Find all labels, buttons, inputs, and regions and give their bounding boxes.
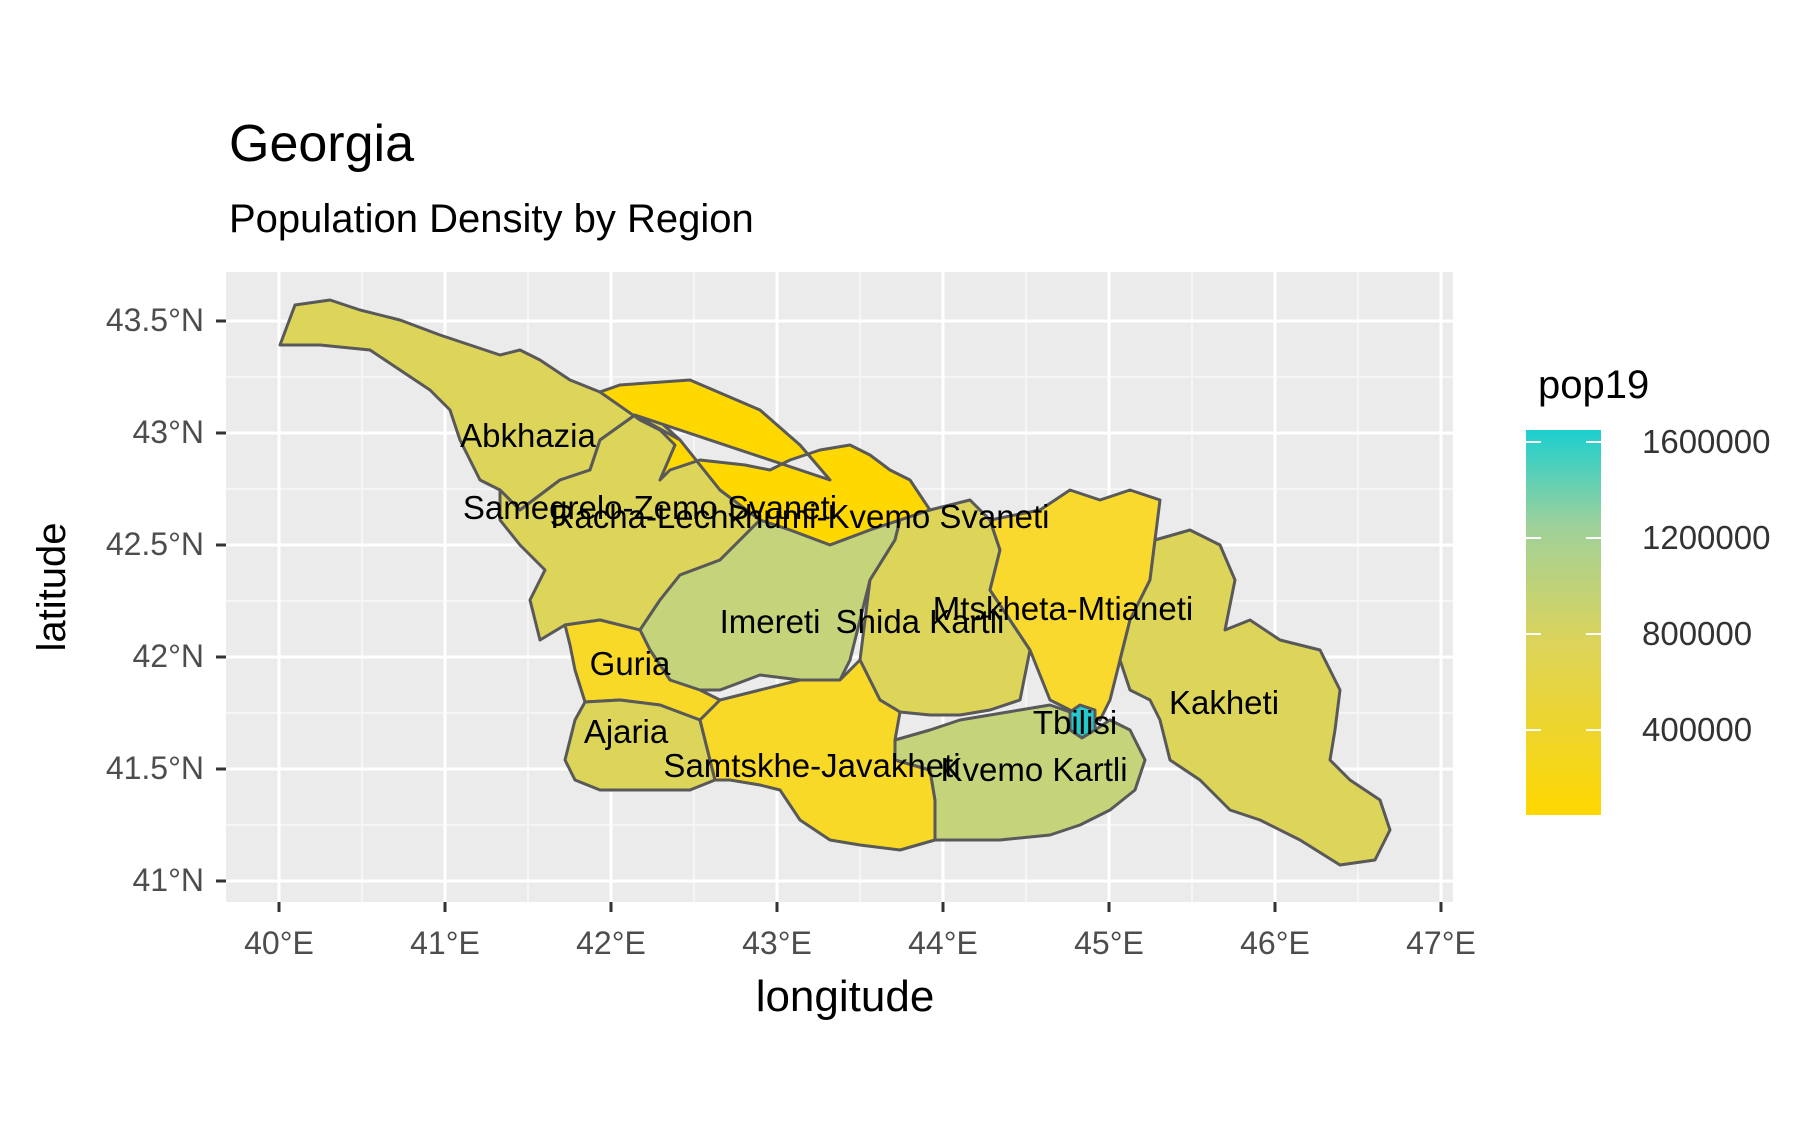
legend-label: 400000	[1642, 711, 1753, 748]
region-label-abkhazia: Abkhazia	[460, 417, 596, 454]
region-label-ajaria: Ajaria	[583, 713, 669, 750]
legend-title: pop19	[1538, 363, 1650, 407]
x-tick-label: 44°E	[908, 925, 978, 961]
legend-colorbar	[1526, 430, 1601, 815]
region-label-tbilisi: Tbilisi	[1032, 704, 1118, 741]
x-tick-label: 46°E	[1240, 925, 1310, 961]
region-shida-kartli[interactable]	[858, 498, 1032, 717]
y-tick-label: 41°N	[132, 862, 205, 898]
legend-ticks	[1526, 441, 1601, 731]
y-axis-title: latitude	[30, 522, 74, 652]
region-kvemo-kartli[interactable]	[893, 703, 1147, 842]
x-tick-label: 43°E	[742, 925, 812, 961]
chart-subtitle: Population Density by Region	[229, 197, 754, 241]
region-label-racha: Racha-Lechkhumi-Kvemo Svaneti	[550, 498, 1050, 535]
region-label-imereti: Imereti	[719, 603, 821, 640]
x-axis-title: longitude	[755, 972, 935, 1021]
region-kakheti[interactable]	[1118, 528, 1392, 867]
legend-label: 1200000	[1642, 519, 1771, 556]
x-axis-ticks	[277, 902, 1443, 912]
y-tick-label: 41.5°N	[105, 750, 204, 786]
chart-title: Georgia	[229, 115, 414, 173]
y-tick-label: 42°N	[132, 638, 205, 674]
x-tick-label: 47°E	[1406, 925, 1476, 961]
y-tick-label: 43°N	[132, 414, 205, 450]
legend-label: 800000	[1642, 615, 1753, 652]
region-label-guria: Guria	[589, 645, 671, 682]
region-label-kvemo-kartli: Kvemo Kartli	[940, 751, 1128, 788]
x-tick-label: 45°E	[1074, 925, 1144, 961]
region-ajaria[interactable]	[563, 698, 717, 792]
region-label-samegrelo: Samegrelo-Zemo Svaneti	[462, 489, 838, 526]
y-axis-ticks	[216, 319, 226, 883]
region-label-shida-kartli: Shida Kartli	[835, 603, 1005, 640]
region-label-kakheti: Kakheti	[1168, 684, 1280, 721]
legend-label: 1600000	[1642, 423, 1771, 460]
y-tick-label: 43.5°N	[105, 302, 204, 338]
region-label-mtskheta: Mtskheta-Mtianeti	[932, 590, 1194, 627]
x-tick-label: 42°E	[576, 925, 646, 961]
y-tick-label: 42.5°N	[105, 526, 204, 562]
region-label-samtskhe: Samtskhe-Javakheti	[663, 747, 961, 784]
x-tick-label: 40°E	[244, 925, 314, 961]
x-tick-label: 41°E	[410, 925, 480, 961]
